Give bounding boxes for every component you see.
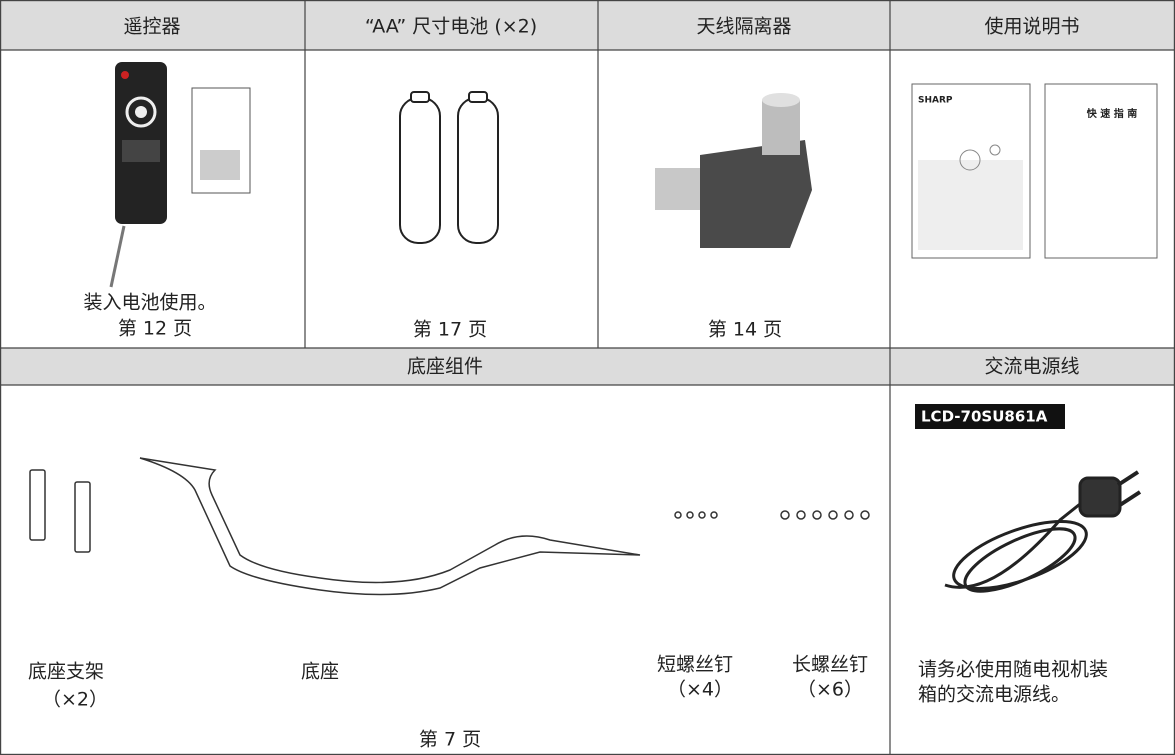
manual-illustration-part <box>959 149 981 171</box>
section-header: 底座组件 <box>407 356 483 378</box>
antenna-illustration-part <box>762 93 800 107</box>
stand-illustration-part-part <box>780 510 790 520</box>
header: 使用说明书 <box>984 16 1079 38</box>
cord-illustration <box>944 470 1142 593</box>
stand-illustration-part-part <box>828 510 838 520</box>
stand-illustration-part-part <box>686 511 694 519</box>
cord-illustration-part <box>944 498 1086 589</box>
manual-title: 快 速 指 南 <box>1086 107 1137 120</box>
part-qty: （×2） <box>42 689 108 711</box>
cord-illustration-part <box>1078 476 1122 518</box>
power-note: 请务必使用随电视机装 <box>918 659 1108 681</box>
manual-illustration-part <box>918 160 1023 250</box>
stand-illustration-part <box>139 457 641 596</box>
page-ref: 第 14 页 <box>708 319 782 341</box>
remote-illustration-part <box>200 150 240 180</box>
battery-illustration-part <box>457 97 499 244</box>
table-grid-part <box>0 0 1175 50</box>
header: 天线隔离器 <box>696 16 791 38</box>
cord-illustration-part <box>963 527 1077 593</box>
manual-illustration-part <box>1044 83 1158 259</box>
page-ref: 第 7 页 <box>419 729 481 751</box>
stand-illustration-part-part <box>674 511 682 519</box>
stand-illustration <box>29 457 870 596</box>
header: “AA” 尺寸电池 (×2) <box>365 16 537 38</box>
section-header: 交流电源线 <box>984 356 1079 378</box>
manual-illustration-part <box>989 144 1001 156</box>
remote-illustration-part <box>122 140 160 162</box>
part-qty: （×4） <box>667 679 733 701</box>
battery-illustration-part <box>410 91 430 103</box>
battery-illustration <box>399 91 499 244</box>
antenna-illustration-part <box>762 100 800 155</box>
remote-illustration-part <box>109 225 126 288</box>
model-name: LCD-70SU861A <box>921 408 1048 426</box>
antenna-illustration <box>655 93 812 248</box>
remote-illustration-part <box>121 71 129 79</box>
manual-illustration <box>911 83 1158 259</box>
model-badge <box>915 404 1065 429</box>
battery-illustration-part <box>399 97 441 244</box>
remote-illustration-part <box>125 96 157 128</box>
battery-illustration-part <box>468 91 488 103</box>
page-ref: 第 17 页 <box>413 319 487 341</box>
part-label: 底座 <box>301 661 339 683</box>
stand-illustration-part-part <box>796 510 806 520</box>
remote-illustration-part <box>135 106 147 118</box>
part-label: 底座支架 <box>28 661 104 683</box>
stand-illustration-part-part <box>860 510 870 520</box>
part-qty: （×6） <box>797 679 863 701</box>
part-label: 长螺丝钉 <box>792 654 868 676</box>
stand-illustration-part-part <box>710 511 718 519</box>
part-label: 短螺丝钉 <box>657 654 733 676</box>
table-grid-part <box>0 348 1175 385</box>
stand-illustration-part <box>29 469 46 541</box>
power-note: 箱的交流电源线。 <box>918 684 1070 706</box>
manual-brand: SHARP <box>918 96 953 106</box>
stand-illustration-part-part <box>812 510 822 520</box>
stand-illustration-part-part <box>844 510 854 520</box>
cord-illustration-part <box>1118 490 1142 507</box>
remote-illustration <box>109 62 251 288</box>
cord-illustration-part <box>1116 470 1140 487</box>
stand-illustration-part <box>674 510 870 520</box>
antenna-illustration-part <box>700 140 812 248</box>
stand-illustration-part-part <box>698 511 706 519</box>
header: 遥控器 <box>123 16 180 38</box>
remote-note: 装入电池使用。 <box>83 292 216 314</box>
stand-illustration-part <box>74 481 91 553</box>
page-ref: 第 12 页 <box>118 318 192 340</box>
